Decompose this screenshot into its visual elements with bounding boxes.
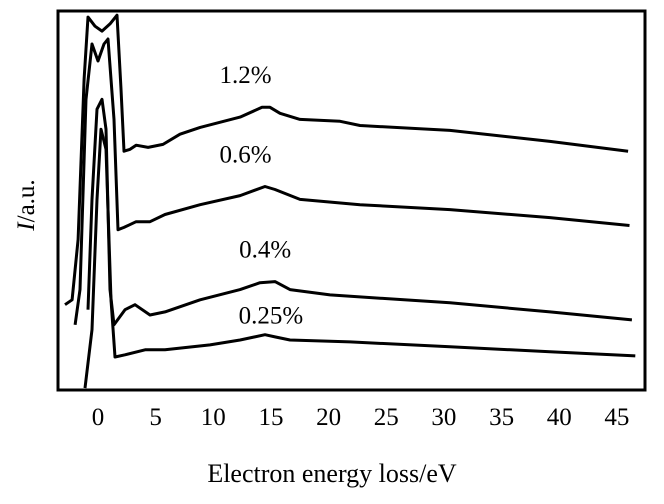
series-label: 1.2% bbox=[220, 62, 272, 89]
x-tick-labels: 0 5 10 15 20 25 30 35 40 45 bbox=[92, 404, 630, 431]
x-tick-label: 45 bbox=[604, 404, 629, 431]
x-tick-label: 30 bbox=[431, 404, 456, 431]
y-axis-label-italic: I bbox=[13, 221, 40, 232]
series-label: 0.25% bbox=[239, 303, 304, 330]
y-axis-label: I/a.u. bbox=[13, 179, 40, 231]
series-line-0_6_ bbox=[73, 37, 630, 326]
x-tick-label: 15 bbox=[258, 404, 283, 431]
series-label: 0.4% bbox=[239, 236, 291, 263]
x-axis-label: Electron energy loss/eV bbox=[207, 459, 457, 488]
series-line-1_2_ bbox=[64, 13, 629, 306]
series-label: 0.6% bbox=[220, 142, 272, 169]
x-tick-label: 0 bbox=[92, 404, 105, 431]
x-tick-label: 35 bbox=[489, 404, 514, 431]
x-tick-label: 20 bbox=[316, 404, 341, 431]
plot-frame bbox=[56, 9, 647, 392]
x-tick-label: 25 bbox=[374, 404, 399, 431]
series-line-0_4_ bbox=[86, 97, 633, 327]
curves bbox=[64, 13, 636, 389]
x-tick-label: 5 bbox=[149, 404, 162, 431]
x-tick-label: 40 bbox=[547, 404, 572, 431]
series-labels: 1.2% 0.6% 0.4% 0.25% bbox=[220, 62, 304, 330]
series-line-0_25_ bbox=[83, 127, 636, 389]
y-axis-label-unit: /a.u. bbox=[13, 179, 40, 222]
x-tick-label: 10 bbox=[201, 404, 226, 431]
